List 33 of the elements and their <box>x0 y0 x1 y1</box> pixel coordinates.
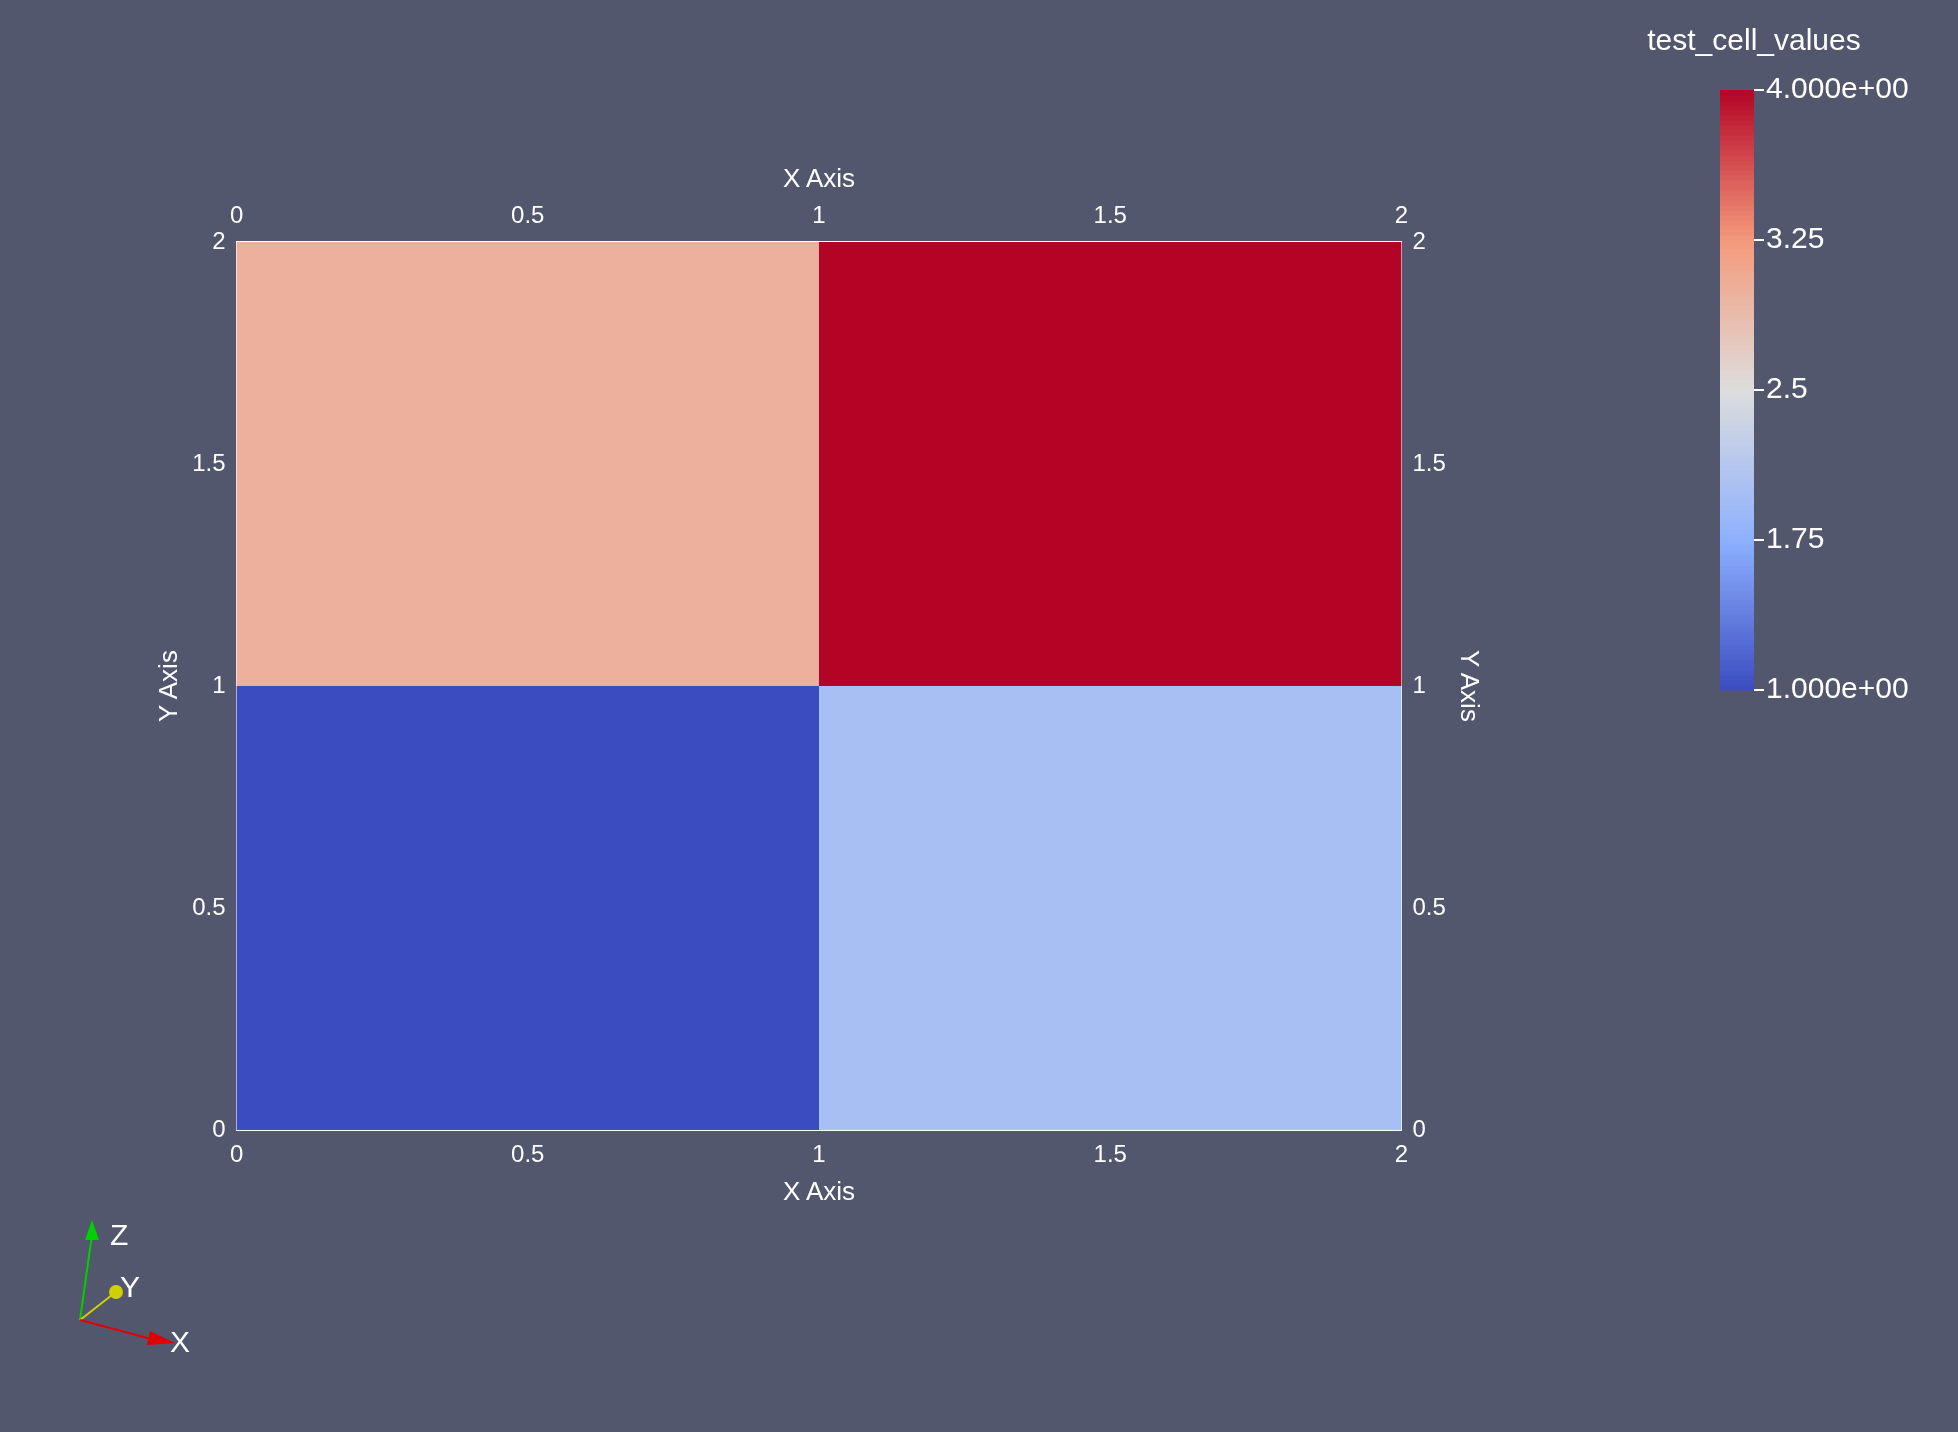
y-tick-label: 0 <box>212 1114 226 1142</box>
y-tick-label: 1.5 <box>192 448 226 476</box>
color-bar-label: 4.000e+00 <box>1766 71 1909 105</box>
x-tick-label: 2 <box>1394 1140 1409 1168</box>
x2-tick-label: 0 <box>229 201 244 229</box>
color-bar-label: 1.000e+00 <box>1766 671 1909 705</box>
y2-tick-label: 2 <box>1412 226 1426 254</box>
color-bar-label: 1.75 <box>1766 521 1825 555</box>
text: X <box>170 1325 191 1359</box>
y-tick-label: 2 <box>212 226 226 254</box>
y2-tick-label: 1 <box>1412 670 1426 698</box>
y2-tick-label: 0.5 <box>1412 892 1446 920</box>
color-bar-label: 2.5 <box>1766 371 1808 405</box>
y2-axis-title: Y Axis <box>1455 650 1486 722</box>
text: Y <box>120 1270 141 1304</box>
x2-tick-label: 0.5 <box>511 201 545 229</box>
x-axis-title: X Axis <box>782 1175 856 1206</box>
y2-tick-label: 0 <box>1412 1114 1426 1142</box>
color-bar-title: test_cell_values <box>1647 23 1861 56</box>
y-axis-title: Y Axis <box>152 650 183 722</box>
x2-axis-title: X Axis <box>782 162 856 193</box>
color-bar-label: 3.25 <box>1766 221 1825 255</box>
y-tick-label: 1 <box>212 670 226 698</box>
y-tick-label: 0.5 <box>192 892 226 920</box>
x-tick-label: 1.5 <box>1093 1140 1127 1168</box>
x-tick-label: 0.5 <box>511 1140 545 1168</box>
text: Z <box>110 1218 129 1252</box>
x2-tick-label: 2 <box>1394 201 1409 229</box>
x-tick-label: 1 <box>812 1140 826 1168</box>
x-tick-label: 0 <box>229 1140 244 1168</box>
x2-tick-label: 1.5 <box>1093 201 1127 229</box>
x2-tick-label: 1 <box>812 201 826 229</box>
y2-tick-label: 1.5 <box>1412 448 1446 476</box>
